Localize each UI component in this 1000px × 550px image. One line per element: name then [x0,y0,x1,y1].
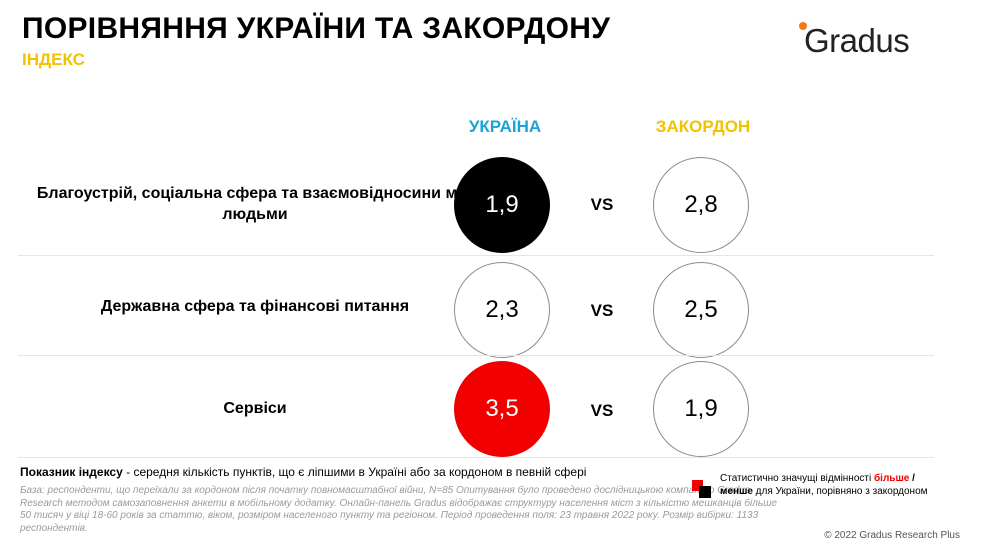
legend-more: більше [873,473,910,484]
row-divider [18,355,934,356]
row-divider [18,457,934,458]
black-square-icon [699,486,711,498]
page-title: ПОРІВНЯННЯ УКРАЇНИ ТА ЗАКОРДОНУ [22,12,611,45]
index-term: Показник індексу [20,465,123,479]
legend-text: Статистично значущі відмінності [720,473,874,484]
vs-label: VS [590,301,614,320]
row-label-improvement: Благоустрій, соціальна сфера та взаємові… [36,185,474,223]
column-header-ukraine: УКРАЇНА [468,117,542,136]
index-definition: Показник індексу - середня кількість пун… [20,465,586,479]
ukraine-value-circle: 1,9 [454,157,550,253]
row-label-state-finance: Державна сфера та фінансові питання [100,298,410,315]
vs-label: VS [590,401,614,420]
logo-text: Gradus [804,22,910,59]
logo-dot-icon [799,22,807,30]
ukraine-value-circle: 3,5 [454,361,550,457]
gradus-logo: Gradus [796,18,936,62]
index-definition-text: - середня кількість пунктів, що є ліпшим… [122,465,587,479]
copyright: © 2022 Gradus Research Plus [824,530,960,541]
legend-separator: / [909,473,915,484]
legend-less: менше [720,486,753,497]
methodology-footnote: База: респонденти, що переїхали за кордо… [20,485,777,534]
column-header-abroad: ЗАКОРДОН [655,117,751,136]
abroad-value-circle: 2,5 [653,262,749,358]
ukraine-value-circle: 2,3 [454,262,550,358]
legend-text-end: для України, порівняно з закордоном [752,486,928,497]
significance-legend-icon [692,480,712,498]
page-subtitle: ІНДЕКС [22,50,85,69]
row-divider [18,255,934,256]
red-square-icon [692,480,703,491]
vs-label: VS [590,195,614,214]
abroad-value-circle: 2,8 [653,157,749,253]
abroad-value-circle: 1,9 [653,361,749,457]
row-label-services: Сервіси [223,400,287,417]
significance-legend: Статистично значущі відмінності більше /… [720,472,950,498]
